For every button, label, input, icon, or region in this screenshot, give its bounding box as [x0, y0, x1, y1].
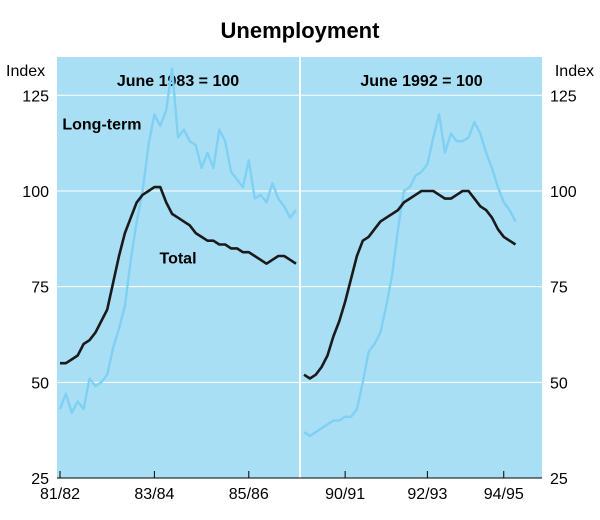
series-line-total-panel-1 — [60, 185, 297, 365]
x-tick-label-85-86: 85/86 — [229, 486, 269, 503]
y-tick-right-75: 75 — [550, 280, 568, 297]
y-tick-left-100: 100 — [22, 184, 49, 201]
chart-title: Unemployment — [221, 18, 381, 43]
series-line-total-panel-2 — [303, 189, 517, 380]
y-axis-title-right: Index — [555, 63, 594, 80]
y-tick-left-50: 50 — [31, 375, 49, 392]
y-axis-title-left: Index — [6, 63, 45, 80]
plot-panel-2 — [301, 57, 542, 478]
y-tick-right-125: 125 — [550, 88, 577, 105]
y-tick-left-75: 75 — [31, 280, 49, 297]
y-tick-right-25: 25 — [550, 471, 568, 488]
y-tick-right-100: 100 — [550, 184, 577, 201]
series-line-long-term-panel-1 — [58, 67, 297, 415]
series-line-long-term-panel-2 — [303, 113, 517, 438]
series-label-long-term: Long-term — [62, 117, 141, 134]
y-tick-left-25: 25 — [31, 471, 49, 488]
series-label-total: Total — [159, 251, 196, 268]
y-tick-right-50: 50 — [550, 375, 568, 392]
x-tick-label-92-93: 92/93 — [407, 486, 447, 503]
panel-subtitle-1: June 1983 = 100 — [117, 73, 239, 90]
y-tick-left-125: 125 — [22, 88, 49, 105]
x-tick-label-90-91: 90/91 — [325, 486, 365, 503]
panel-subtitle-2: June 1992 = 100 — [360, 73, 482, 90]
x-tick-label-81-82: 81/82 — [40, 486, 80, 503]
x-tick-label-83-84: 83/84 — [134, 486, 174, 503]
x-tick-label-94-95: 94/95 — [484, 486, 524, 503]
panel-divider — [299, 57, 301, 478]
